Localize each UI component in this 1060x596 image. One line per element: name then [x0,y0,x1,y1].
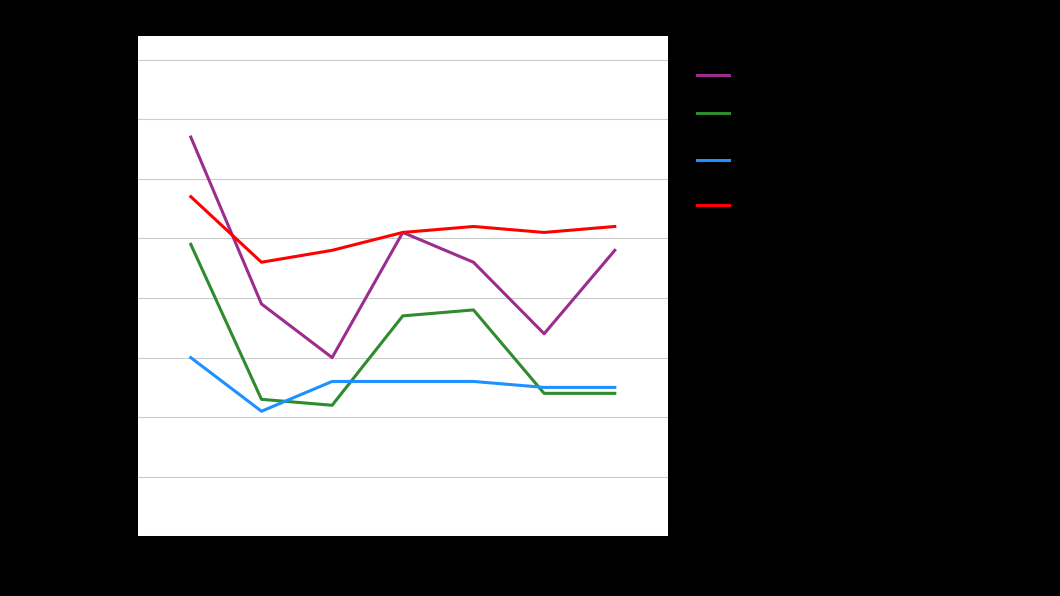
Totale opkomst gemeente [467,223,480,230]
Surinaamse/ Antilliaanse
Amsterdammers [325,378,338,385]
Line: Marokkaanse Amsterdammers: Marokkaanse Amsterdammers [191,244,615,405]
Legend: Turkse Amsterdammers, Marokkaanse Amsterdammers, Surinaamse/ Antilliaanse
Amster: Turkse Amsterdammers, Marokkaanse Amster… [697,69,987,213]
Surinaamse/ Antilliaanse
Amsterdammers [608,384,621,391]
Turkse Amsterdammers [608,247,621,254]
Turkse Amsterdammers [255,300,268,308]
Marokkaanse Amsterdammers [325,402,338,409]
Totale opkomst gemeente [608,223,621,230]
Surinaamse/ Antilliaanse
Amsterdammers [255,408,268,415]
Turkse Amsterdammers [325,354,338,361]
Surinaamse/ Antilliaanse
Amsterdammers [537,384,550,391]
Surinaamse/ Antilliaanse
Amsterdammers [184,354,197,361]
Turkse Amsterdammers [467,259,480,266]
Totale opkomst gemeente [396,229,409,236]
Marokkaanse Amsterdammers [467,306,480,313]
Line: Totale opkomst gemeente: Totale opkomst gemeente [191,197,615,262]
Marokkaanse Amsterdammers [396,312,409,319]
Totale opkomst gemeente [325,247,338,254]
Marokkaanse Amsterdammers [255,396,268,403]
Line: Turkse Amsterdammers: Turkse Amsterdammers [191,137,615,358]
Marokkaanse Amsterdammers [184,241,197,248]
Totale opkomst gemeente [184,193,197,200]
Marokkaanse Amsterdammers [537,390,550,397]
Totale opkomst gemeente [537,229,550,236]
Marokkaanse Amsterdammers [608,390,621,397]
Surinaamse/ Antilliaanse
Amsterdammers [467,378,480,385]
Turkse Amsterdammers [537,330,550,337]
Line: Surinaamse/ Antilliaanse
Amsterdammers: Surinaamse/ Antilliaanse Amsterdammers [191,358,615,411]
Turkse Amsterdammers [184,134,197,141]
Totale opkomst gemeente [255,259,268,266]
Surinaamse/ Antilliaanse
Amsterdammers [396,378,409,385]
Turkse Amsterdammers [396,229,409,236]
